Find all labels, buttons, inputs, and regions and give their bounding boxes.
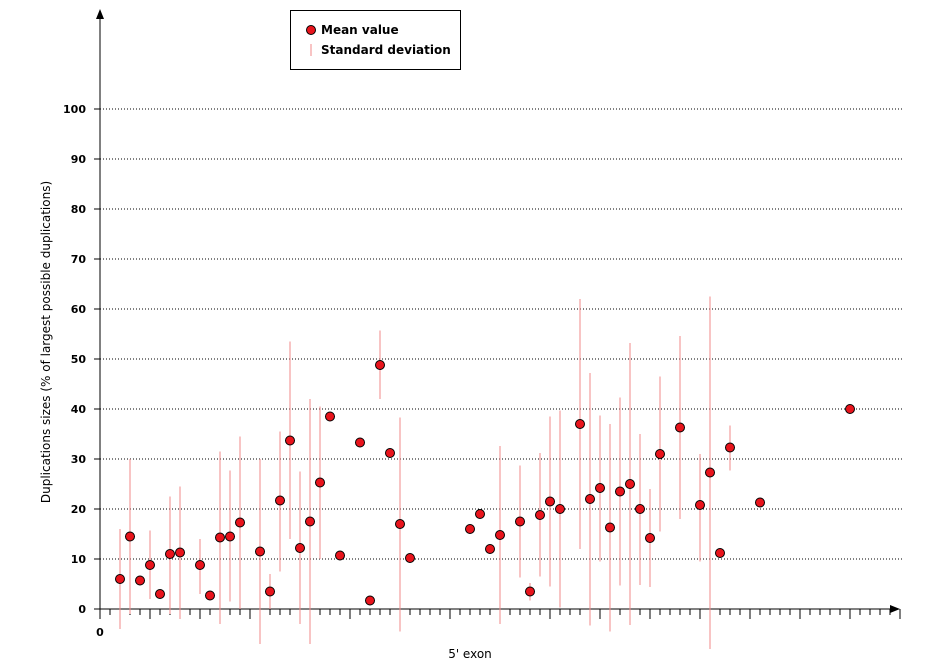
mean-point <box>315 477 325 488</box>
mean-point <box>495 530 505 540</box>
y-tick-label: 20 <box>71 503 87 516</box>
x-axis-arrow <box>890 605 900 613</box>
mean-point <box>475 509 485 519</box>
mean-point <box>575 419 585 429</box>
mean-point <box>375 360 385 370</box>
mean-point <box>355 437 365 448</box>
mean-point <box>405 553 415 563</box>
mean-value-points <box>115 360 855 606</box>
mean-point <box>845 404 855 414</box>
mean-point <box>595 483 605 493</box>
mean-point <box>675 422 685 433</box>
mean-point <box>645 533 655 543</box>
mean-point <box>515 516 525 527</box>
y-tick-label: 90 <box>71 153 87 166</box>
mean-point <box>265 586 275 597</box>
mean-point <box>115 574 125 584</box>
y-tick-label: 40 <box>71 403 87 416</box>
mean-point <box>625 479 635 489</box>
mean-point <box>635 504 645 514</box>
y-tick-label: 70 <box>71 253 87 266</box>
mean-point <box>555 504 565 514</box>
y-tick-label: 80 <box>71 203 87 216</box>
mean-point <box>755 497 765 508</box>
y-tick-label: 50 <box>71 353 87 366</box>
x-origin-label: 0 <box>96 626 104 639</box>
mean-point <box>695 500 705 510</box>
mean-point <box>205 590 215 601</box>
legend-sd-label: Standard deviation <box>321 43 451 57</box>
mean-point <box>175 547 185 558</box>
mean-point <box>165 549 175 559</box>
mean-point <box>485 544 495 554</box>
mean-point <box>285 435 295 446</box>
y-axis-arrow <box>96 9 104 19</box>
mean-point <box>125 531 135 542</box>
mean-point <box>235 517 245 528</box>
mean-point <box>335 550 345 561</box>
mean-point <box>325 411 335 422</box>
mean-point <box>295 543 305 553</box>
legend-mean-marker <box>306 25 316 35</box>
mean-point <box>705 467 715 478</box>
y-tick-label: 100 <box>63 103 86 116</box>
mean-point <box>545 496 555 507</box>
mean-point <box>145 560 155 570</box>
mean-point <box>465 524 475 534</box>
legend: Mean value Standard deviation <box>290 10 461 70</box>
y-axis-title: Duplications sizes (% of largest possibl… <box>39 181 53 503</box>
mean-point <box>615 486 625 497</box>
mean-point <box>655 449 665 459</box>
y-tick-label: 0 <box>78 603 86 616</box>
mean-point <box>255 546 265 557</box>
mean-point <box>225 531 235 542</box>
mean-point <box>395 519 405 529</box>
y-tick-label: 10 <box>71 553 87 566</box>
mean-point <box>535 510 545 520</box>
mean-point <box>275 495 285 506</box>
mean-point <box>305 516 315 527</box>
legend-box <box>290 10 461 70</box>
mean-point <box>585 494 595 504</box>
y-axis-ticks: 0 10 20 30 40 50 60 70 80 90 100 <box>63 103 100 616</box>
y-tick-label: 60 <box>71 303 87 316</box>
axes <box>96 9 900 613</box>
mean-point <box>195 560 205 570</box>
mean-point <box>715 548 725 558</box>
mean-point <box>525 586 535 597</box>
mean-point <box>605 522 615 533</box>
mean-point <box>215 532 225 543</box>
mean-point <box>385 448 395 458</box>
mean-point <box>155 589 165 599</box>
mean-point <box>135 575 145 586</box>
x-axis-title: 5' exon <box>448 647 492 661</box>
mean-point <box>725 442 735 453</box>
mean-point <box>365 595 375 606</box>
y-tick-label: 30 <box>71 453 87 466</box>
legend-mean-label: Mean value <box>321 23 399 37</box>
